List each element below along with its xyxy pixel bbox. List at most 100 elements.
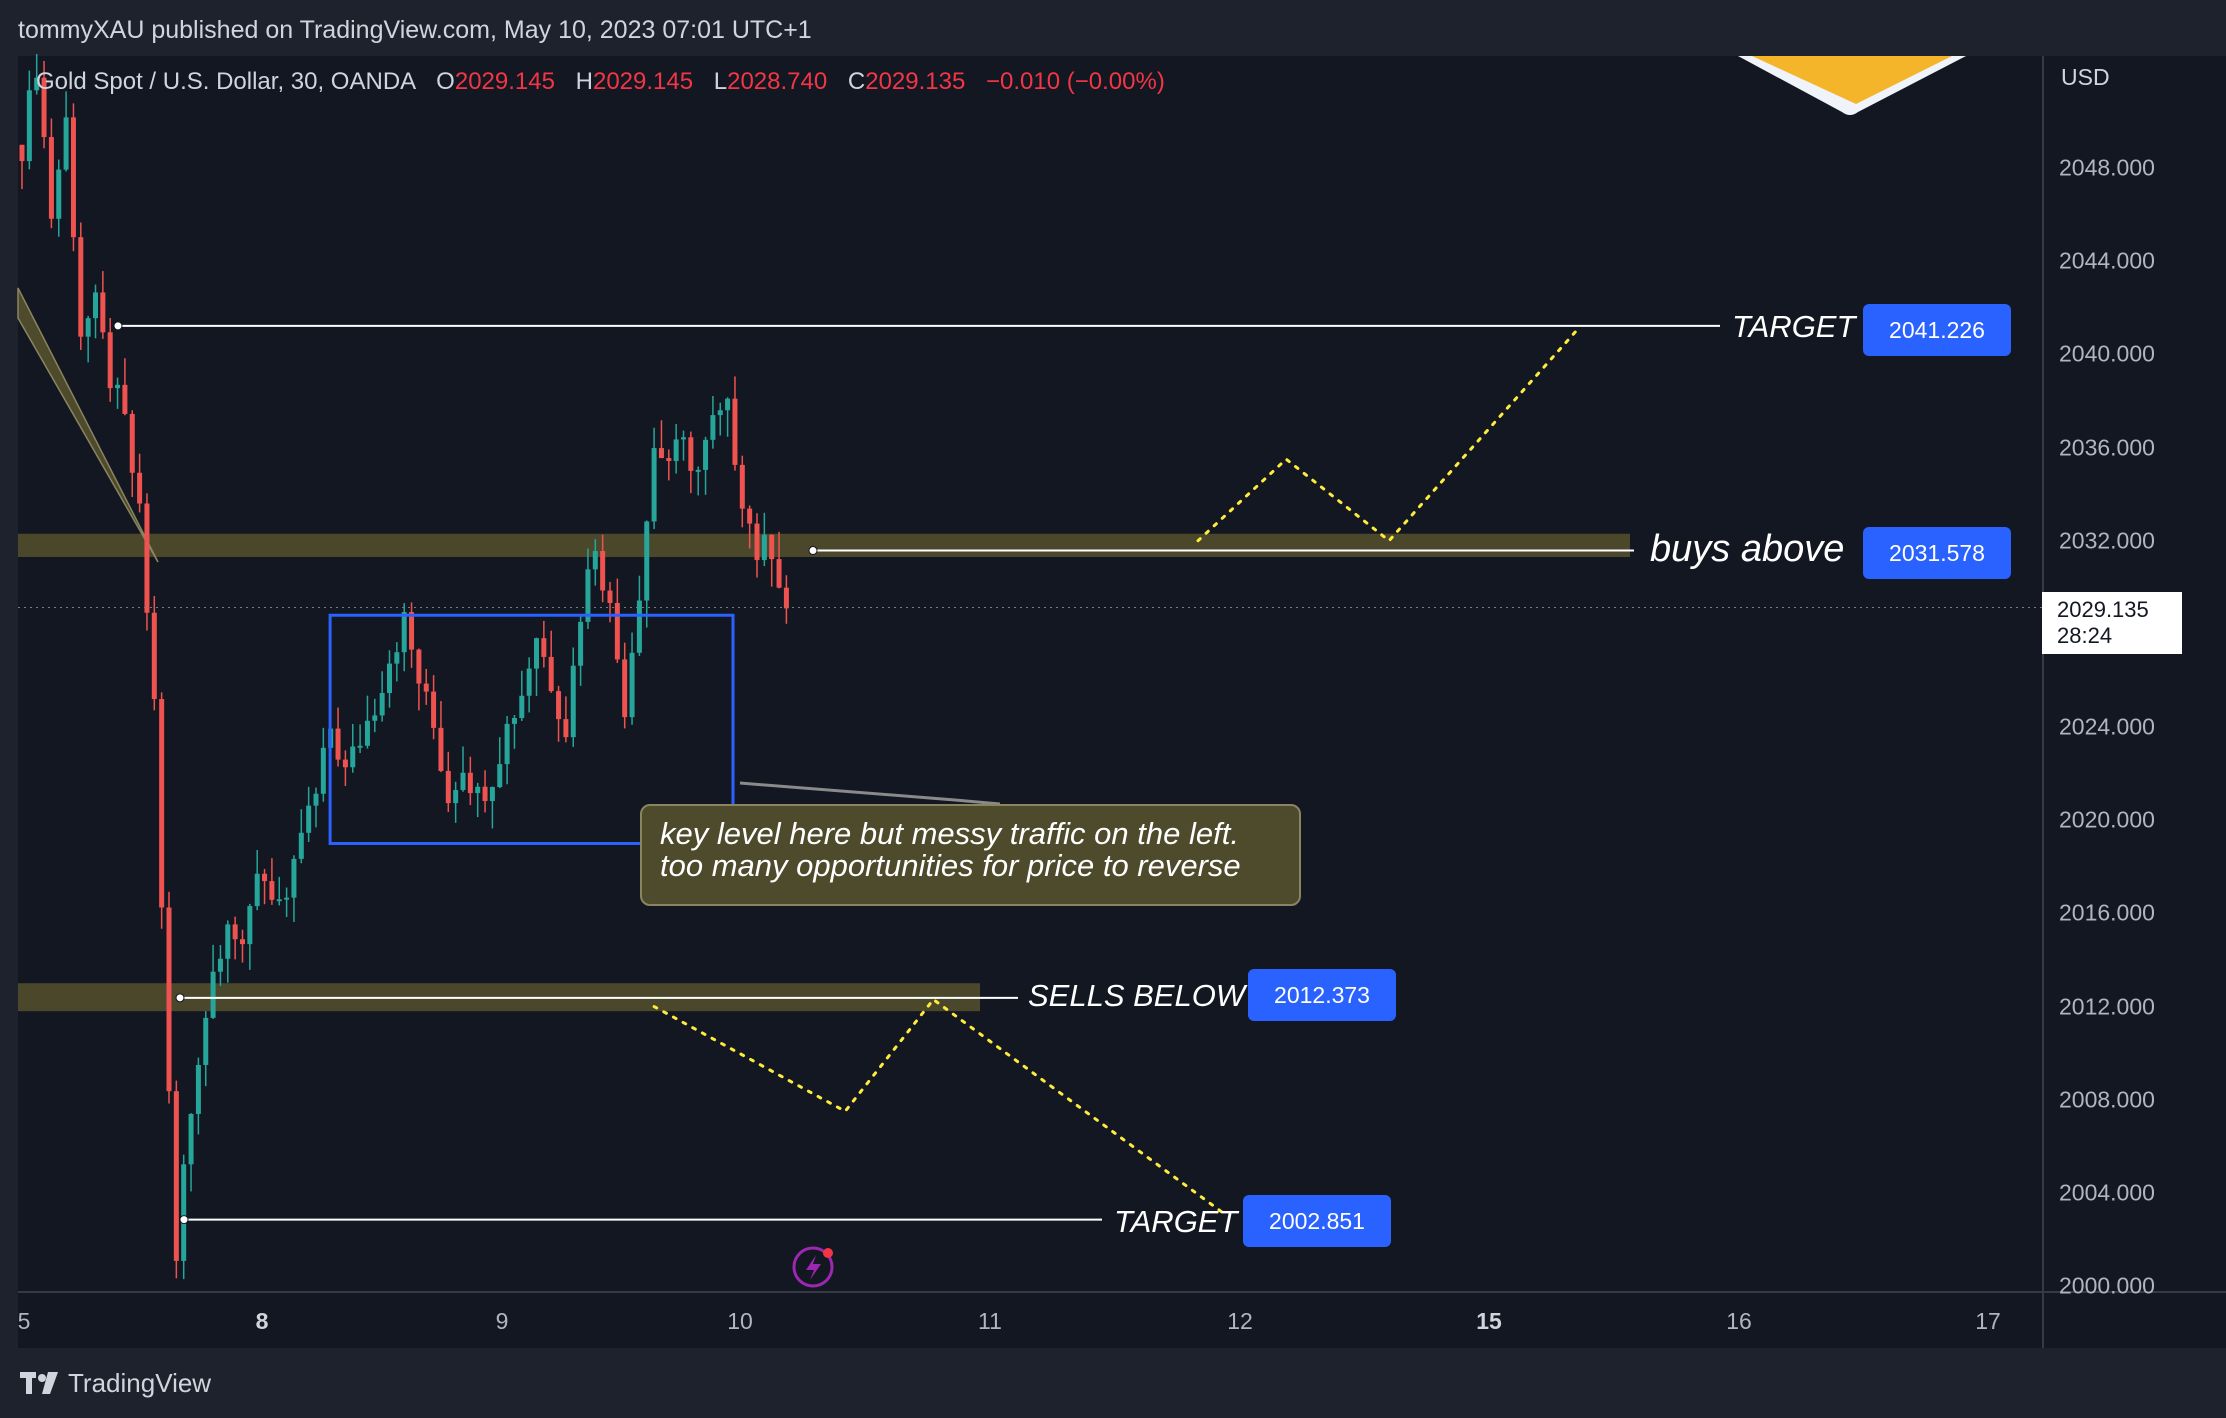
price-tick-label: 2020.000 (2059, 806, 2155, 833)
candle-body (666, 458, 672, 462)
candle-body (269, 881, 275, 900)
candle-body (181, 1164, 187, 1261)
candle-body (703, 439, 709, 470)
candle-body (504, 723, 510, 765)
date-tick-label: 10 (727, 1308, 753, 1334)
candle-body (217, 958, 223, 972)
candle-body (673, 439, 679, 462)
candle-body (357, 745, 363, 748)
candle-body (313, 793, 319, 806)
price-tick-label: 2032.000 (2059, 527, 2155, 554)
candle-body (658, 448, 664, 459)
candle-body (585, 569, 591, 622)
candle-body (548, 656, 554, 692)
tradingview-logo-icon[interactable] (20, 1370, 60, 1396)
price-tick-label: 2048.000 (2059, 154, 2155, 181)
candle-body (636, 600, 642, 653)
currency-label[interactable]: USD (2061, 64, 2110, 90)
open-label: O (436, 68, 455, 95)
target-bottom-label: TARGET (1114, 1204, 1238, 1239)
date-tick-label: 12 (1227, 1308, 1253, 1334)
low-label: L (713, 68, 728, 95)
sells-below-price-tag[interactable]: 2012.373 (1248, 969, 1396, 1021)
note-line-2: too many opportunities for price to reve… (660, 848, 1241, 883)
symbol-name: Gold Spot / U.S. Dollar, 30, OANDA (36, 68, 417, 95)
publisher-header: tommyXAU published on TradingView.com, M… (0, 0, 2226, 56)
buy-zone (18, 533, 1630, 558)
candle-body (644, 521, 650, 601)
low-value: 2028.740 (727, 68, 828, 95)
target-top-price-tag[interactable]: 2041.226 (1863, 304, 2011, 356)
candle-body (364, 720, 370, 746)
candle-body (85, 318, 91, 337)
candle-body (284, 897, 290, 900)
candle-body (511, 718, 517, 724)
candle-body (63, 117, 69, 170)
tradingview-brand[interactable]: TradingView (68, 1367, 212, 1398)
high-value: 2029.145 (592, 68, 694, 95)
candle-body (489, 787, 495, 802)
candle-body (144, 503, 150, 613)
candle-body (195, 1064, 201, 1114)
candle-body (695, 469, 701, 472)
candle-body (416, 649, 422, 684)
footer-bar: TradingView (0, 1348, 2226, 1418)
open-value: 2029.145 (454, 68, 555, 95)
candle-body (151, 612, 157, 700)
candle-body (203, 1017, 209, 1065)
overlays-layer (18, 321, 2043, 1225)
candle-body (70, 117, 76, 238)
candle-body (732, 398, 738, 465)
date-tick-label: 5 (17, 1308, 31, 1334)
target-bottom-price-tag[interactable]: 2002.851 (1243, 1195, 1391, 1247)
buys-above-price-tag[interactable]: 2031.578 (1863, 527, 2011, 579)
candle-body (431, 691, 437, 728)
chart-background (18, 56, 2043, 1292)
candle-body (291, 858, 297, 898)
price-tick-label: 2044.000 (2059, 247, 2155, 274)
candle-body (629, 652, 635, 718)
candle-body (519, 695, 525, 719)
candlestick-chart[interactable] (0, 0, 2226, 1348)
candle-body (320, 747, 326, 794)
range-box (328, 613, 735, 845)
candle-body (761, 534, 767, 561)
candle-body (342, 759, 348, 768)
candle-body (614, 602, 620, 660)
candle-body (48, 137, 54, 219)
time-axis-background (18, 1292, 2043, 1348)
candle-body (739, 464, 745, 509)
candle-body (717, 410, 723, 416)
price-tick-label: 2012.000 (2059, 993, 2155, 1020)
candle-body (100, 292, 106, 333)
candle-body (445, 770, 451, 804)
close-value: 2029.135 (865, 68, 966, 95)
price-tick-label: 2004.000 (2059, 1179, 2155, 1206)
sells-below-label: SELLS BELOW (1028, 978, 1246, 1013)
price-tick-label: 2040.000 (2059, 340, 2155, 367)
candle-body (776, 559, 782, 588)
candle-body (460, 772, 466, 791)
note-callout[interactable]: key level here but messy traffic on the … (640, 804, 1301, 906)
current-price-label: 2029.135 28:24 (2042, 592, 2182, 654)
candle-body (26, 90, 32, 162)
candle-body (173, 1091, 179, 1261)
lightning-icon[interactable] (792, 1246, 834, 1288)
candle-body (497, 764, 503, 788)
date-tick-label: 16 (1726, 1308, 1752, 1334)
price-tick-label: 2000.000 (2059, 1272, 2155, 1299)
candle-body (159, 699, 165, 908)
candle-body (306, 805, 312, 833)
candle-body (438, 727, 444, 771)
candle-body (240, 939, 245, 945)
candle-body (137, 472, 143, 504)
price-tick-label: 2008.000 (2059, 1086, 2155, 1113)
change-value: −0.010 (−0.00%) (986, 68, 1165, 95)
candle-body (482, 786, 488, 802)
candle-body (394, 652, 400, 664)
candle-body (651, 448, 657, 522)
target-top-label: TARGET (1732, 309, 1856, 344)
candle-body (379, 693, 385, 716)
price-tick-label: 2016.000 (2059, 899, 2155, 926)
candle-body (401, 612, 407, 653)
